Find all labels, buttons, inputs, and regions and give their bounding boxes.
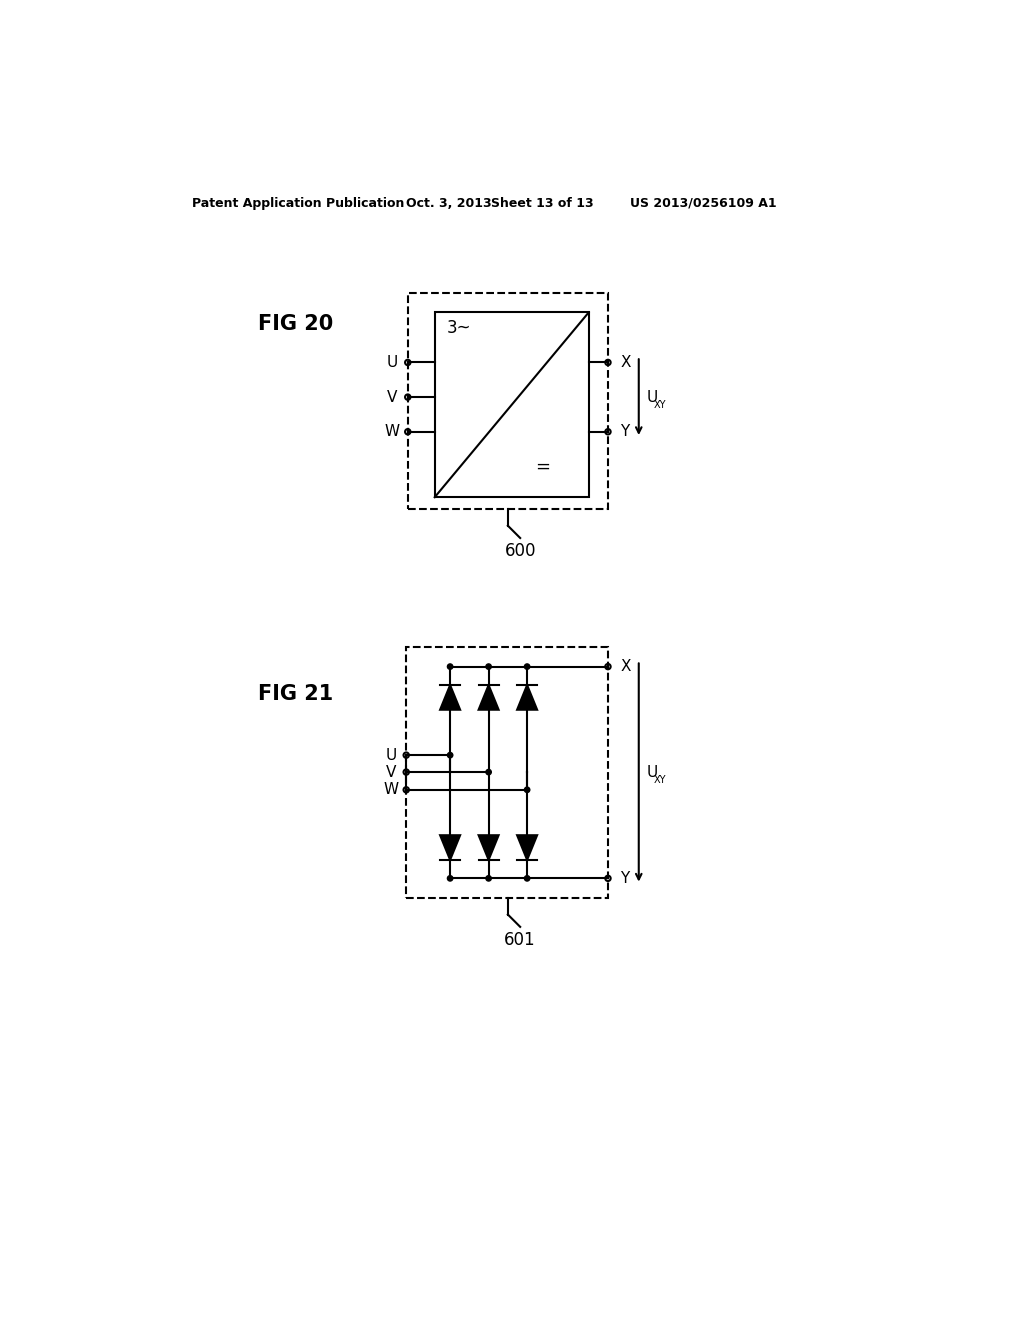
Circle shape [447, 664, 453, 669]
Circle shape [486, 770, 492, 775]
Text: XY: XY [654, 400, 667, 411]
Text: 601: 601 [505, 931, 536, 949]
Text: Y: Y [621, 424, 630, 440]
Text: =: = [535, 458, 550, 475]
Bar [435, 313, 589, 498]
Text: FIG 20: FIG 20 [258, 314, 333, 334]
Text: Oct. 3, 2013: Oct. 3, 2013 [407, 197, 492, 210]
Circle shape [524, 787, 529, 792]
Circle shape [524, 875, 529, 880]
Text: U: U [387, 355, 398, 370]
Text: W: W [383, 783, 398, 797]
Text: 3~: 3~ [446, 319, 471, 337]
Polygon shape [517, 836, 538, 859]
Text: X: X [621, 355, 631, 370]
Text: V: V [386, 764, 396, 780]
Polygon shape [440, 836, 460, 859]
Text: X: X [621, 659, 631, 675]
Circle shape [486, 664, 492, 669]
Circle shape [447, 875, 453, 880]
Bar [407, 647, 608, 898]
Polygon shape [440, 685, 460, 710]
Text: Patent Application Publication: Patent Application Publication [193, 197, 404, 210]
Circle shape [447, 752, 453, 758]
Circle shape [486, 875, 492, 880]
Text: U: U [646, 764, 657, 780]
Text: XY: XY [654, 775, 667, 785]
Text: U: U [385, 747, 396, 763]
Text: V: V [387, 389, 397, 405]
Text: FIG 21: FIG 21 [258, 684, 333, 704]
Circle shape [524, 664, 529, 669]
Text: Y: Y [621, 871, 630, 886]
Polygon shape [478, 836, 499, 859]
Polygon shape [517, 685, 538, 710]
Text: Sheet 13 of 13: Sheet 13 of 13 [490, 197, 594, 210]
Text: US 2013/0256109 A1: US 2013/0256109 A1 [630, 197, 776, 210]
Text: 600: 600 [505, 543, 536, 560]
Text: W: W [385, 424, 400, 440]
Bar [408, 293, 608, 508]
Polygon shape [478, 685, 499, 710]
Text: U: U [646, 389, 657, 405]
